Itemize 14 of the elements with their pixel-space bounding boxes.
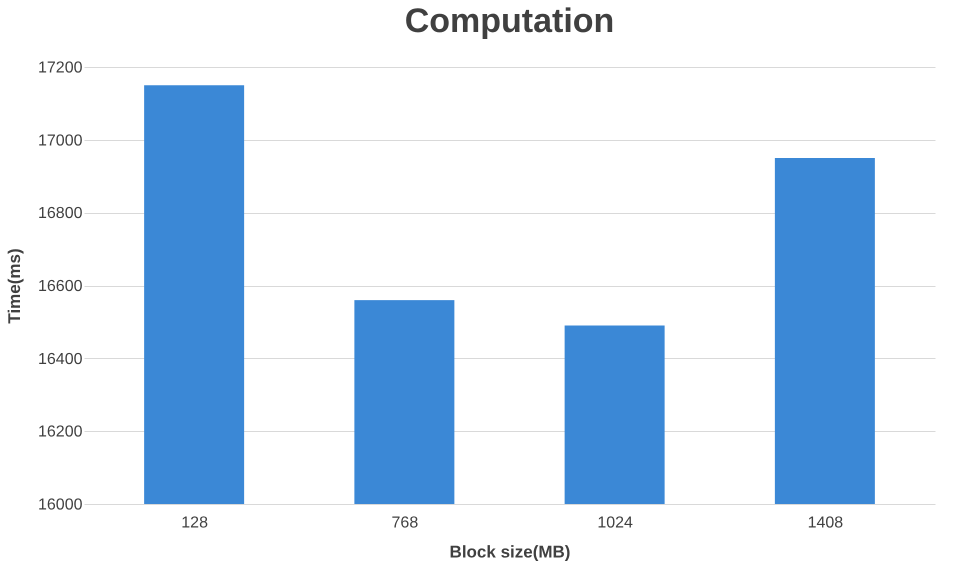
- y-tick-label: 16800: [38, 205, 83, 222]
- x-tick-label: 768: [392, 514, 418, 532]
- y-tick-label: 17000: [38, 132, 83, 150]
- x-axis-title: Block size(MB): [450, 542, 570, 562]
- x-tick-label: 1408: [808, 514, 844, 532]
- y-tick-label: 17200: [38, 60, 83, 76]
- y-axis-title: Time(ms): [5, 248, 24, 324]
- y-tick-label: 16200: [38, 424, 83, 441]
- chart-title: Computation: [404, 2, 614, 40]
- y-tick-label: 16600: [38, 278, 83, 295]
- y-tick-label: 16400: [38, 350, 83, 368]
- x-tick-label: 128: [181, 514, 208, 532]
- y-tick-label: 16000: [38, 496, 83, 514]
- x-tick-label: 1024: [597, 514, 634, 532]
